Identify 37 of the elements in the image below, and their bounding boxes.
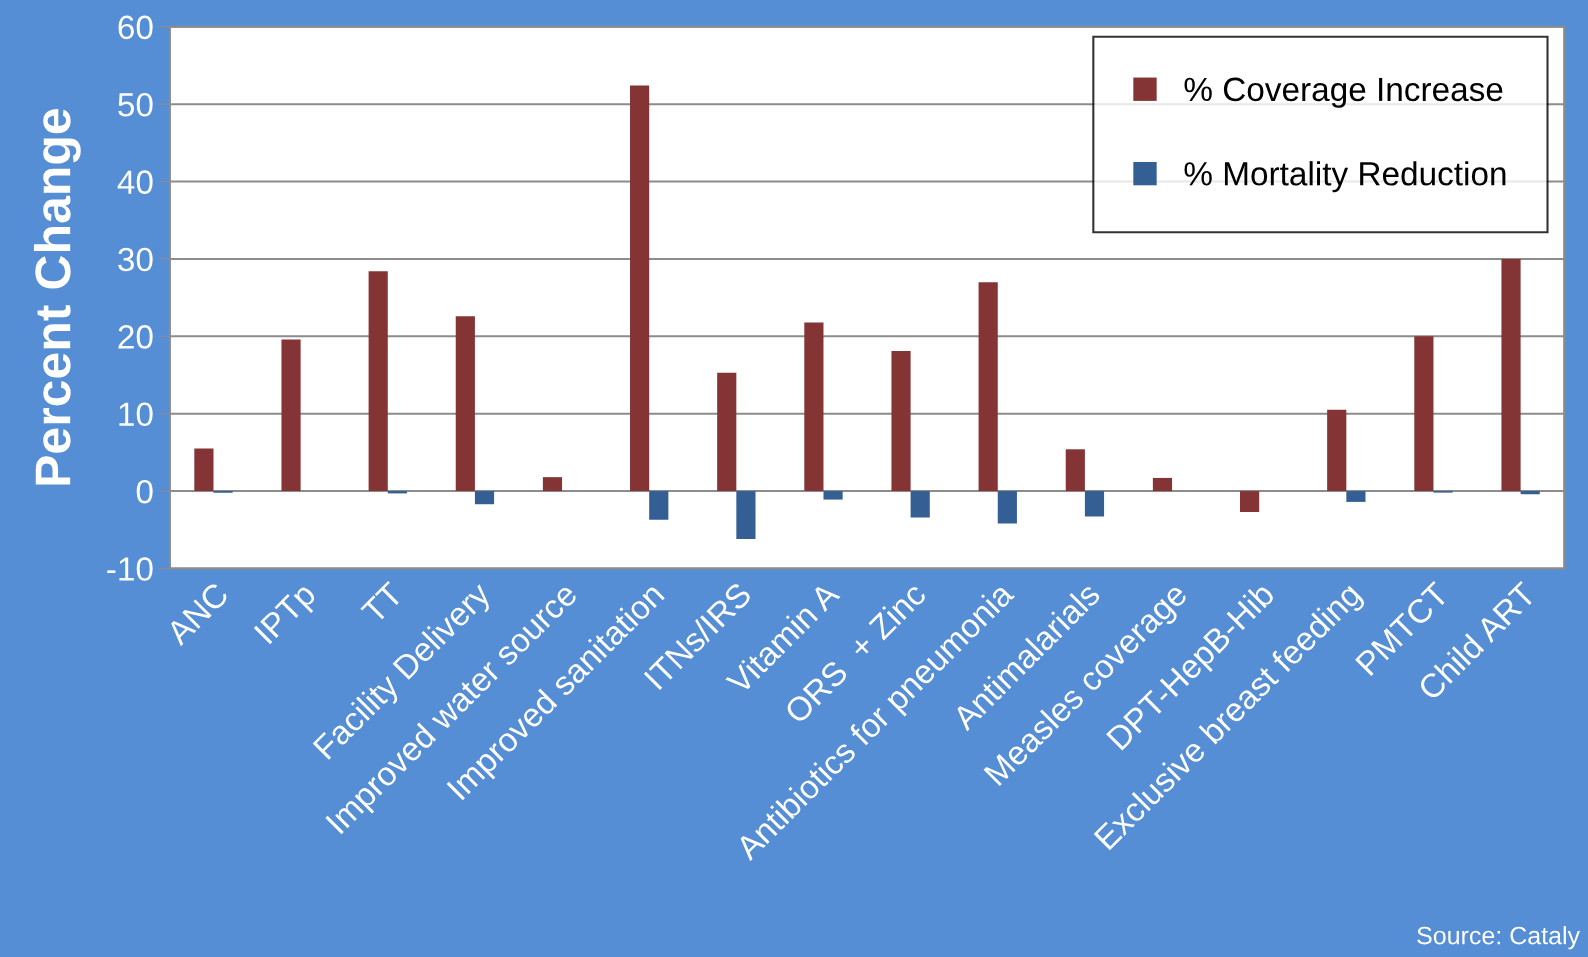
bar xyxy=(891,351,911,492)
y-tick-label: 30 xyxy=(118,247,153,272)
source-note: Source: Cataly xyxy=(1417,926,1581,950)
bar xyxy=(804,322,824,492)
legend-label: % Mortality Reduction xyxy=(1184,161,1506,193)
y-tick-label: -10 xyxy=(107,557,153,581)
bar xyxy=(474,491,495,505)
bar xyxy=(717,372,737,492)
y-tick-label: 0 xyxy=(136,479,153,504)
legend-label: % Coverage Increase xyxy=(1184,77,1503,108)
y-tick-label: 40 xyxy=(117,170,153,194)
bar xyxy=(910,491,930,518)
bar xyxy=(1152,477,1173,492)
bar xyxy=(649,491,669,520)
bar xyxy=(455,316,475,492)
bar xyxy=(194,448,214,492)
bar xyxy=(736,491,756,540)
bar xyxy=(1520,491,1540,495)
bar xyxy=(823,491,843,500)
bar xyxy=(542,477,563,492)
y-tick-label: 10 xyxy=(119,402,153,427)
y-tick-label: 20 xyxy=(118,325,153,349)
bar xyxy=(368,271,388,492)
bar xyxy=(1240,491,1260,512)
bar xyxy=(630,85,650,492)
y-tick-label: 50 xyxy=(118,92,153,117)
bar xyxy=(1084,491,1105,517)
bar xyxy=(281,339,301,492)
bar xyxy=(1501,258,1521,492)
bar xyxy=(1414,336,1434,492)
y-tick-label: 60 xyxy=(118,15,153,40)
bar xyxy=(1327,409,1347,492)
bar xyxy=(978,282,998,492)
bar xyxy=(1346,491,1366,502)
bar xyxy=(997,491,1017,524)
bar xyxy=(1065,449,1085,492)
y-axis-title: Percent Change xyxy=(33,108,81,485)
